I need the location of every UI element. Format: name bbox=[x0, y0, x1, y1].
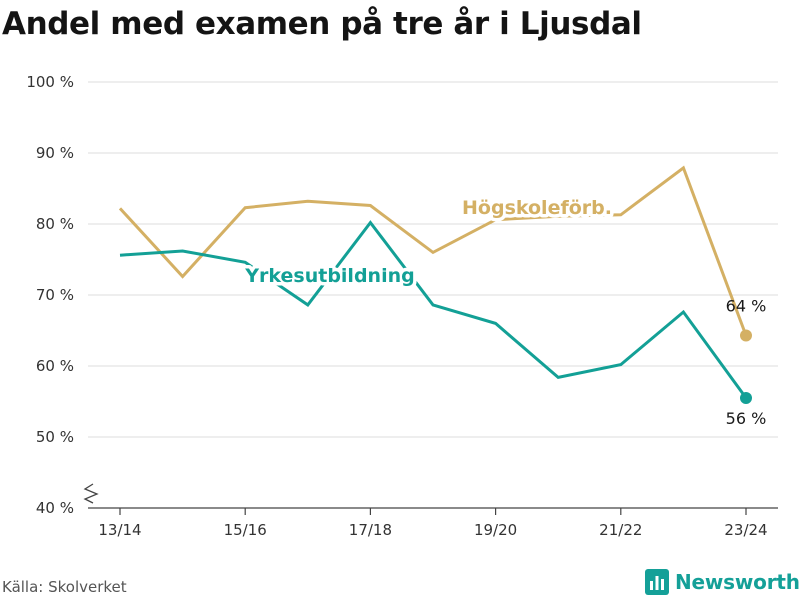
x-tick-label: 21/22 bbox=[599, 521, 642, 539]
source-note: Källa: Skolverket bbox=[2, 578, 127, 596]
end-value-label: 64 % bbox=[726, 296, 767, 315]
series-name-label: Högskoleförb. bbox=[462, 197, 612, 219]
series-lines bbox=[118, 165, 752, 404]
y-tick-label: 80 % bbox=[36, 215, 74, 233]
series-line-0 bbox=[118, 165, 748, 337]
series-label-halo: Högskoleförb. bbox=[462, 197, 612, 219]
series-end-point bbox=[740, 391, 752, 404]
y-tick-label: 100 % bbox=[26, 73, 74, 91]
grid-lines bbox=[88, 81, 778, 438]
axis-break-icon bbox=[83, 483, 99, 504]
x-tick-label: 15/16 bbox=[224, 521, 267, 539]
x-tick-label: 23/24 bbox=[724, 521, 767, 539]
series-name-label: Yrkesutbildning bbox=[244, 265, 414, 287]
brand-logo[interactable]: Newsworthy bbox=[645, 569, 800, 595]
series-end-point bbox=[740, 329, 752, 342]
series-label-halo: Yrkesutbildning bbox=[244, 265, 414, 287]
bar-chart-icon bbox=[645, 569, 669, 595]
end-value-label: 56 % bbox=[726, 409, 767, 428]
y-tick-label: 60 % bbox=[36, 357, 74, 375]
x-tick-label: 17/18 bbox=[349, 521, 392, 539]
y-tick-label: 70 % bbox=[36, 286, 74, 304]
series-line-1 bbox=[119, 220, 748, 399]
y-tick-label: 50 % bbox=[36, 428, 74, 446]
chart-title: Andel med examen på tre år i Ljusdal bbox=[2, 6, 642, 42]
axes bbox=[83, 483, 778, 515]
x-tick-label: 13/14 bbox=[98, 521, 141, 539]
y-tick-label: 40 % bbox=[36, 499, 74, 517]
brand-name: Newsworthy bbox=[675, 570, 800, 594]
y-tick-label: 90 % bbox=[36, 144, 74, 162]
labels: 40 % 50 % 60 % 70 % 80 % 90 % 100 % 13/14 15/16 1… bbox=[26, 73, 767, 539]
x-tick-label: 19/20 bbox=[474, 521, 517, 539]
